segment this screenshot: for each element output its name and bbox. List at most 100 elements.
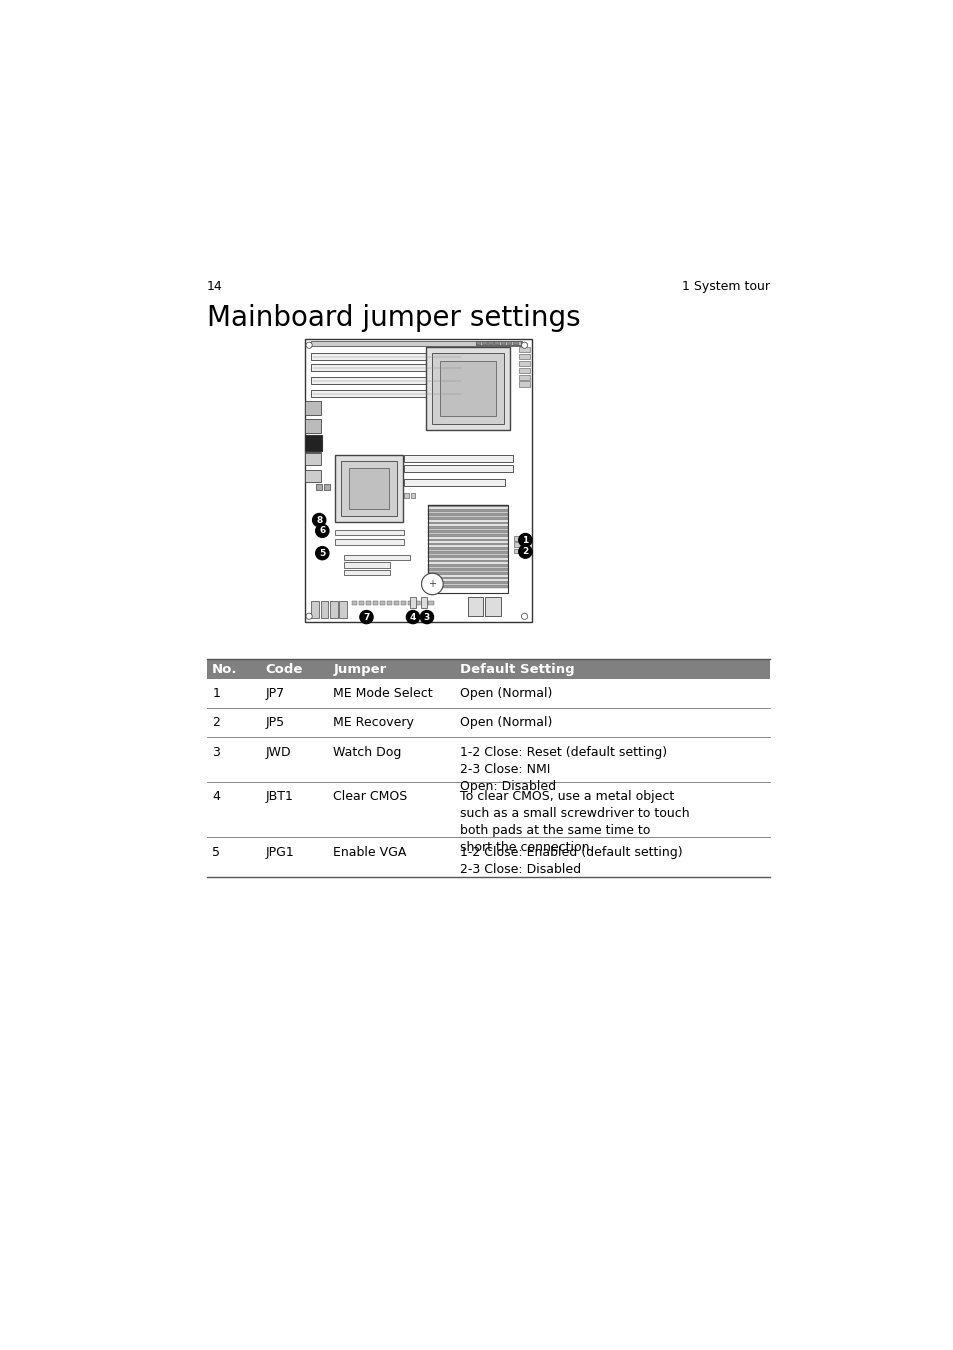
Bar — [427, 505, 508, 593]
Bar — [344, 555, 410, 560]
Bar — [305, 401, 320, 414]
Text: Jumper: Jumper — [333, 663, 386, 676]
Text: Enable VGA: Enable VGA — [333, 845, 406, 859]
Text: Default Setting: Default Setting — [459, 663, 574, 676]
Bar — [305, 454, 320, 466]
Text: To clear CMOS, use a metal object
such as a small screwdriver to touch
both pads: To clear CMOS, use a metal object such a… — [459, 790, 689, 855]
Bar — [468, 597, 483, 616]
Text: 8: 8 — [315, 516, 322, 525]
Bar — [518, 347, 530, 352]
Bar — [427, 513, 508, 516]
Text: 3: 3 — [423, 613, 430, 621]
Text: JBT1: JBT1 — [266, 790, 294, 803]
Bar — [404, 479, 505, 486]
Bar — [323, 483, 330, 490]
Bar — [432, 352, 503, 424]
Text: JP7: JP7 — [266, 687, 285, 701]
Bar — [427, 555, 508, 558]
Text: ME Recovery: ME Recovery — [333, 717, 414, 729]
Bar — [427, 560, 508, 563]
Bar — [427, 517, 508, 520]
Text: Mainboard jumper settings: Mainboard jumper settings — [207, 305, 579, 332]
Text: JPG1: JPG1 — [266, 845, 294, 859]
Bar — [488, 342, 493, 344]
Circle shape — [359, 610, 373, 624]
Bar — [427, 526, 508, 528]
Bar — [427, 572, 508, 575]
Bar — [365, 601, 371, 605]
Bar — [500, 342, 505, 344]
Circle shape — [306, 342, 312, 348]
Bar — [513, 342, 517, 344]
Circle shape — [518, 533, 532, 547]
Bar — [518, 374, 530, 379]
Text: 2: 2 — [212, 717, 220, 729]
Bar — [421, 601, 427, 605]
Text: 1-2 Close: Reset (default setting)
2-3 Close: NMI
Open: Disabled: 1-2 Close: Reset (default setting) 2-3 C… — [459, 745, 666, 792]
Bar — [348, 468, 389, 509]
Text: JWD: JWD — [266, 745, 291, 759]
Bar — [407, 601, 413, 605]
Bar — [415, 601, 419, 605]
Bar — [427, 585, 508, 587]
Bar — [305, 437, 320, 451]
Bar — [315, 483, 322, 490]
Bar — [311, 390, 462, 397]
Bar — [379, 601, 385, 605]
Text: Watch Dog: Watch Dog — [333, 745, 401, 759]
Bar — [404, 466, 513, 472]
Bar — [335, 539, 404, 544]
Text: 1: 1 — [521, 536, 528, 544]
Text: ME Mode Select: ME Mode Select — [333, 687, 433, 701]
Bar — [320, 601, 328, 618]
Bar — [427, 543, 508, 545]
Circle shape — [315, 524, 329, 537]
Bar — [427, 521, 508, 524]
Bar — [400, 601, 406, 605]
Text: 7: 7 — [363, 613, 369, 621]
Bar — [344, 563, 390, 568]
Bar — [344, 570, 390, 575]
Bar — [494, 342, 498, 344]
Bar — [427, 568, 508, 571]
Bar — [410, 597, 416, 608]
Text: No.: No. — [212, 663, 237, 676]
Bar — [358, 601, 364, 605]
Bar — [427, 547, 508, 549]
Text: JP5: JP5 — [266, 717, 285, 729]
Bar — [311, 601, 319, 618]
Bar — [518, 382, 530, 387]
Bar — [428, 601, 434, 605]
Bar — [427, 576, 508, 579]
Bar — [339, 601, 347, 618]
Circle shape — [518, 545, 532, 558]
Bar — [439, 360, 496, 416]
Circle shape — [521, 613, 527, 620]
Text: 14: 14 — [207, 279, 222, 293]
Circle shape — [313, 513, 325, 526]
Bar — [506, 342, 511, 344]
Bar — [518, 367, 530, 373]
Text: Clear CMOS: Clear CMOS — [333, 790, 407, 803]
Bar — [427, 505, 508, 508]
Text: 1: 1 — [212, 687, 220, 701]
Text: 6: 6 — [319, 526, 325, 536]
Circle shape — [315, 547, 329, 560]
Bar — [207, 659, 769, 679]
Bar — [513, 536, 524, 541]
Bar — [427, 539, 508, 541]
Text: 3: 3 — [212, 745, 220, 759]
Bar — [311, 352, 462, 360]
Bar — [518, 354, 530, 359]
Bar — [311, 342, 521, 346]
Text: Open (Normal): Open (Normal) — [459, 717, 552, 729]
Text: 4: 4 — [410, 613, 416, 621]
Bar — [427, 580, 508, 583]
Text: Code: Code — [266, 663, 303, 676]
Bar — [427, 551, 508, 554]
Bar — [311, 377, 462, 383]
Circle shape — [420, 610, 433, 624]
Text: 5: 5 — [319, 548, 325, 558]
Bar — [513, 543, 524, 547]
Bar — [481, 342, 486, 344]
